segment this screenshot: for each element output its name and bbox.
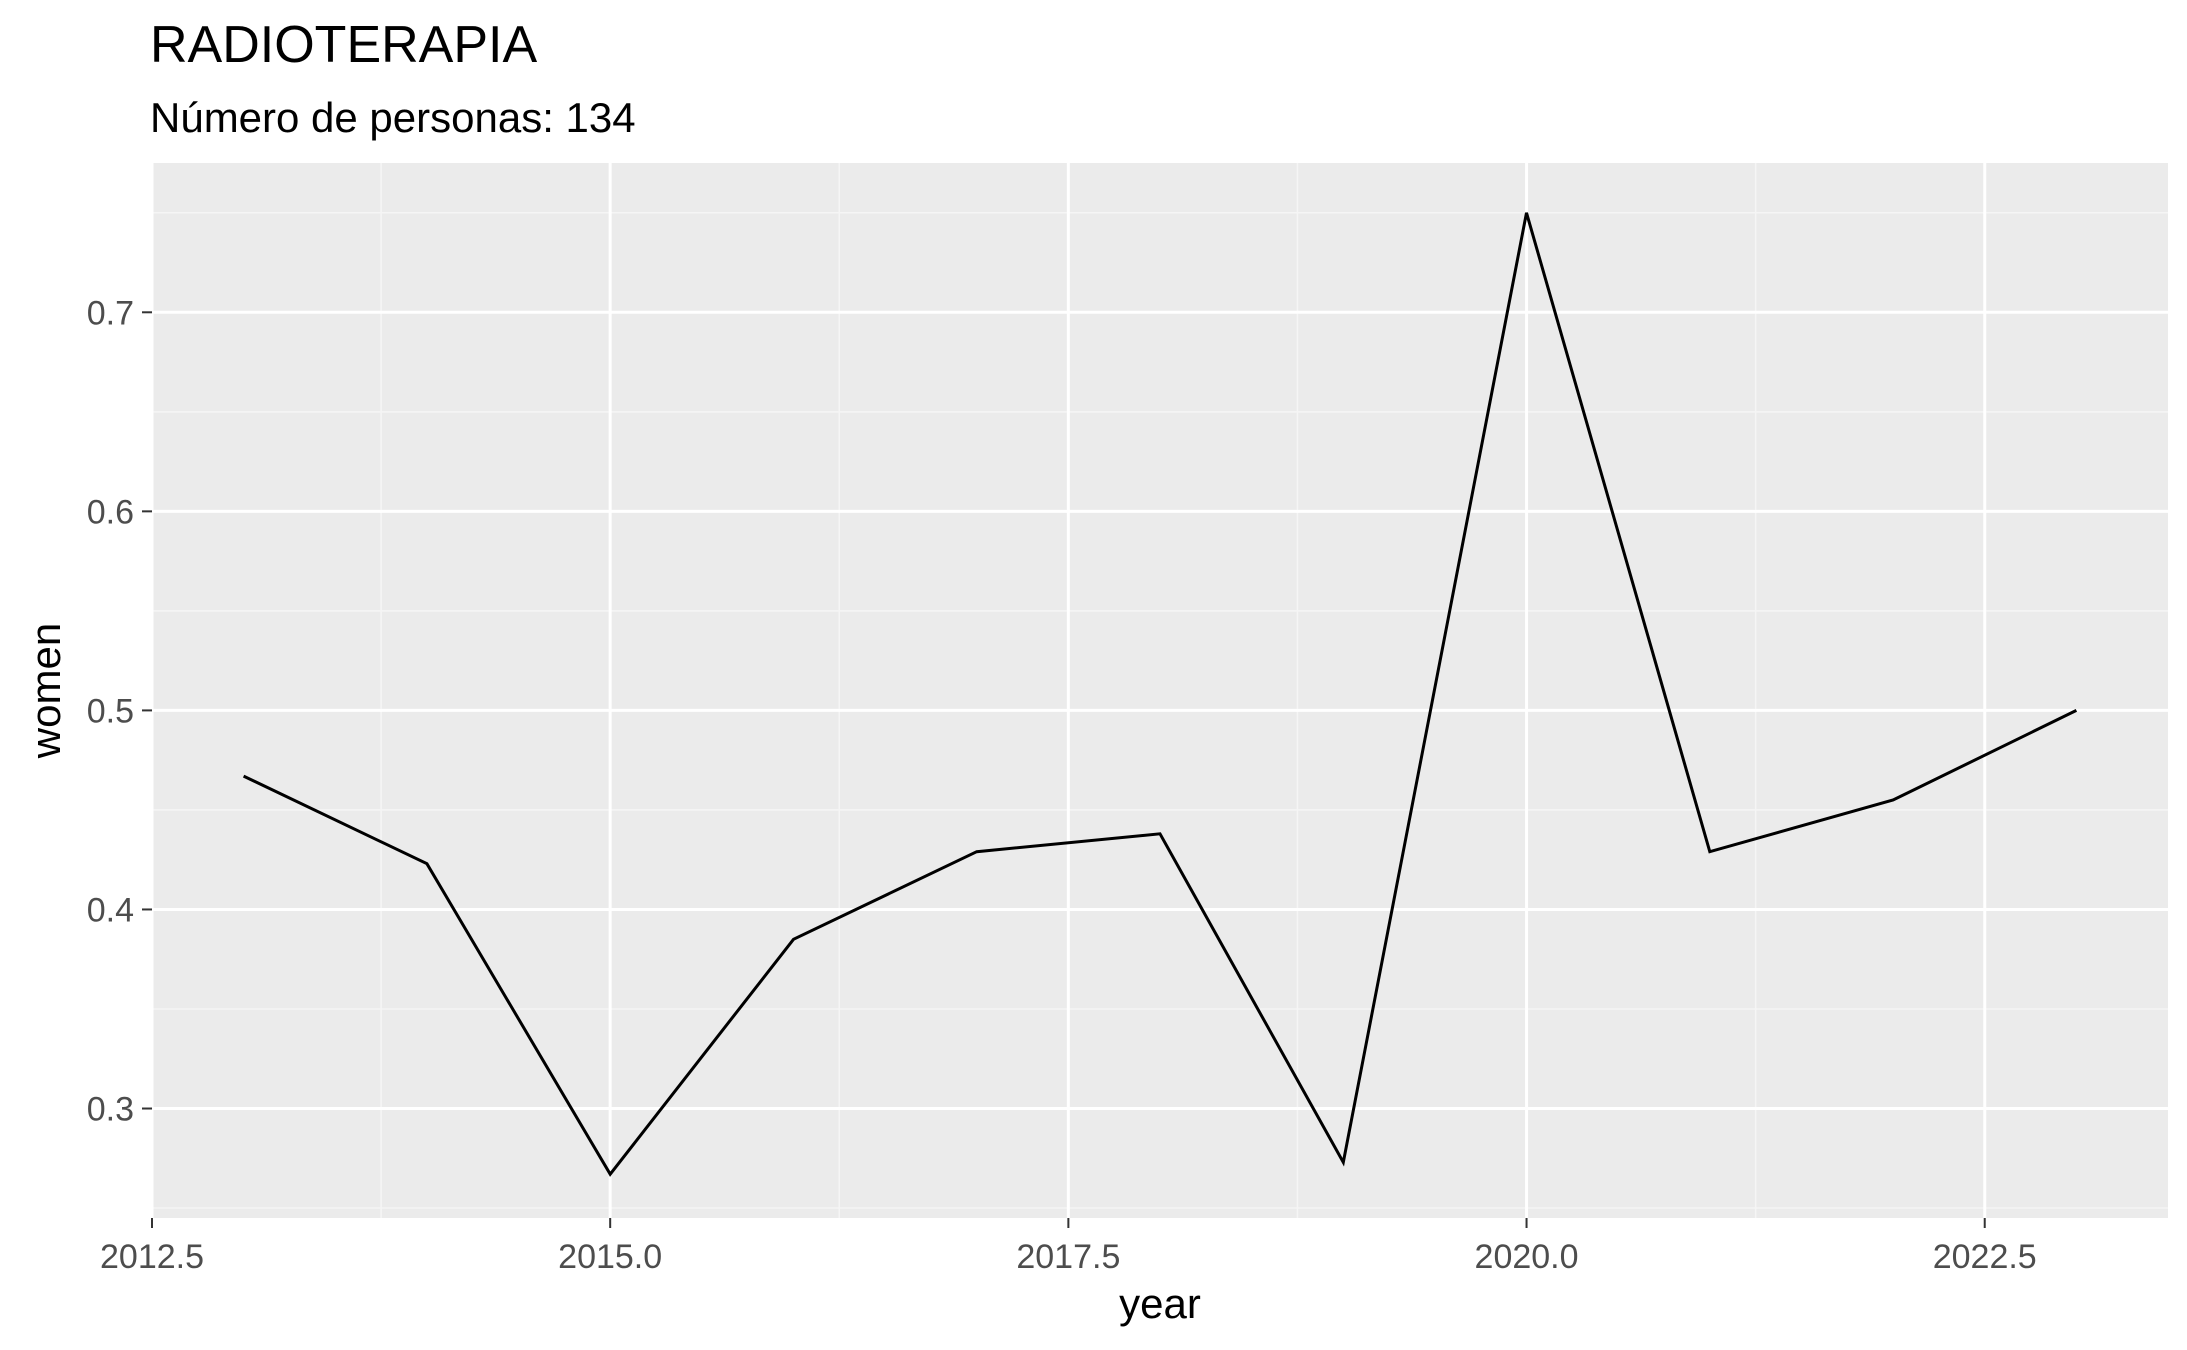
chart-title: RADIOTERAPIA bbox=[150, 16, 537, 74]
y-tick-label: 0.6 bbox=[87, 493, 134, 531]
x-tick-label: 2022.5 bbox=[1933, 1238, 2037, 1276]
y-tick-label: 0.5 bbox=[87, 692, 134, 730]
plot-panel bbox=[152, 163, 2168, 1218]
x-axis-title: year bbox=[1119, 1280, 1201, 1327]
y-tick-label: 0.7 bbox=[87, 294, 134, 332]
x-tick-label: 2015.0 bbox=[558, 1238, 662, 1276]
chart-subtitle: Número de personas: 134 bbox=[150, 94, 636, 141]
x-tick-label: 2020.0 bbox=[1475, 1238, 1579, 1276]
x-tick-label: 2012.5 bbox=[100, 1238, 204, 1276]
x-tick-label: 2017.5 bbox=[1016, 1238, 1120, 1276]
minor-gridlines bbox=[152, 163, 2168, 1218]
major-gridlines bbox=[150, 163, 2168, 1218]
y-tick-label: 0.4 bbox=[87, 891, 134, 929]
y-axis-title: women bbox=[22, 623, 69, 759]
y-axis-tick-labels: 0.3 0.4 0.5 0.6 0.7 bbox=[87, 294, 134, 1128]
series-line bbox=[242, 212, 2078, 1177]
axis-ticks bbox=[142, 311, 1986, 1228]
y-tick-label: 0.3 bbox=[87, 1091, 134, 1129]
x-axis-tick-labels: 2012.5 2015.0 2017.5 2020.0 2022.5 bbox=[100, 1238, 2037, 1276]
